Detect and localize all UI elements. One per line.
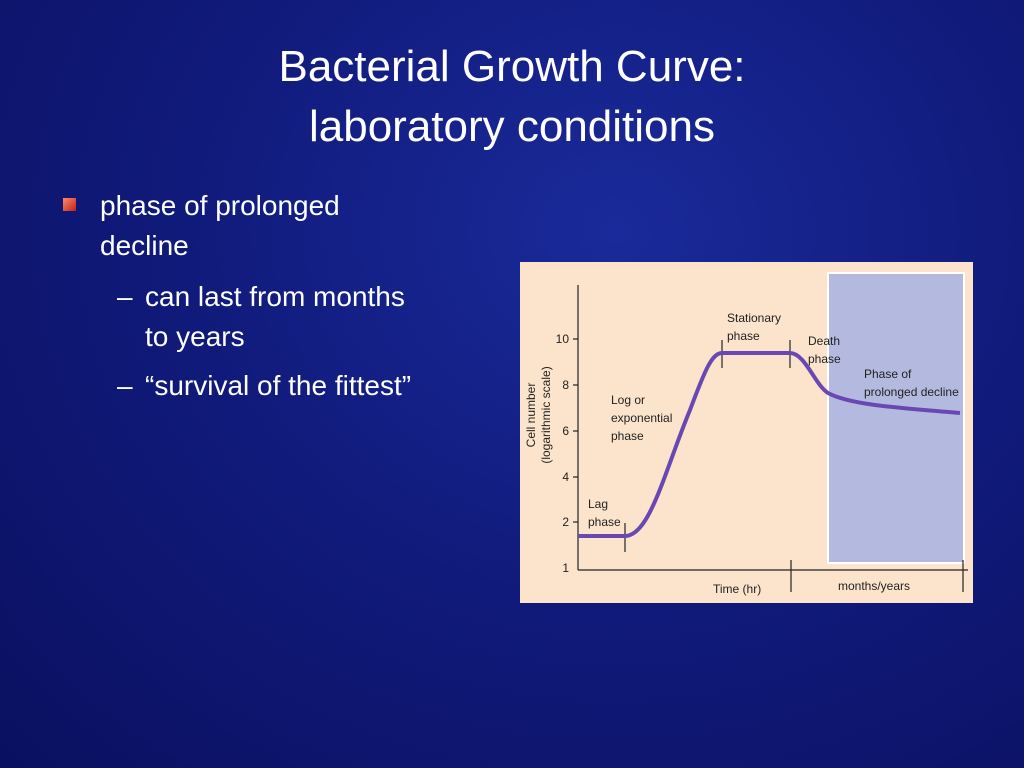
y-tick-label: 4: [562, 470, 569, 484]
phase-label: phase: [611, 429, 644, 443]
phase-label: Stationary: [727, 311, 781, 325]
title-line: laboratory conditions: [308, 102, 715, 151]
growth-curve: [578, 351, 961, 538]
axes: [573, 285, 968, 592]
phase-label: Log or: [611, 393, 645, 407]
bullet-text: decline: [100, 230, 189, 261]
phase-label: exponential: [611, 411, 672, 425]
phase-label: phase: [808, 352, 841, 366]
y-tick-label: 10: [556, 332, 570, 346]
phase-label: prolonged decline: [864, 385, 959, 399]
phase-label: Death: [808, 334, 840, 348]
subbullet-text: can last from months: [145, 281, 405, 312]
title-line: Bacterial Growth Curve:: [278, 42, 746, 91]
dash: –: [117, 281, 133, 312]
phase-label: Phase of: [864, 367, 912, 381]
subbullet-text: “survival of the fittest”: [145, 370, 412, 401]
bullet-icon: [63, 198, 76, 211]
y-tick-label: 8: [562, 378, 569, 392]
y-axis-label: (logarithmic scale): [539, 366, 553, 463]
y-tick-label: 6: [562, 424, 569, 438]
y-tick-label: 2: [562, 515, 569, 529]
y-axis-label: Cell number: [524, 383, 538, 448]
phase-label: phase: [727, 329, 760, 343]
x-axis-label: Time (hr): [713, 582, 761, 596]
phase-label: Lag: [588, 497, 608, 511]
bullet-text: phase of prolonged: [100, 190, 340, 221]
phase-label: phase: [588, 515, 621, 529]
subbullet-text: to years: [145, 321, 245, 352]
shaded-region: [827, 272, 965, 564]
x-axis-label: months/years: [838, 579, 910, 593]
y-tick-label: 1: [562, 561, 569, 575]
dash: –: [117, 370, 133, 401]
